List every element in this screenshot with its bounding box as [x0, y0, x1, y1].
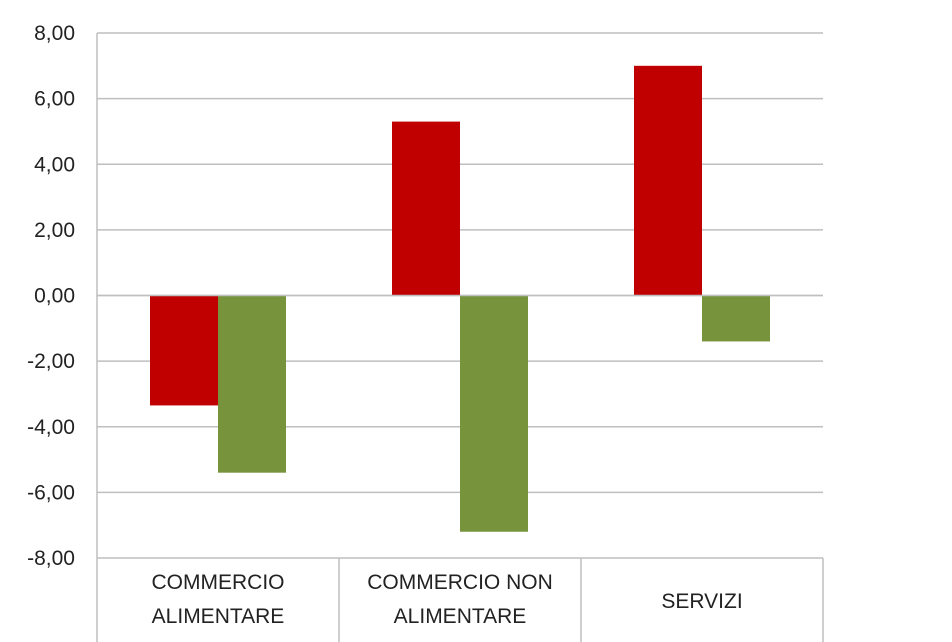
y-tick-label: 4,00: [34, 153, 75, 176]
y-tick-label: 0,00: [34, 285, 75, 308]
y-tick-label: 6,00: [34, 88, 75, 111]
x-category-label: SERVIZI: [661, 590, 742, 613]
bar: [150, 295, 218, 406]
bars: [97, 65, 823, 532]
bar: [460, 295, 528, 532]
bar: [392, 121, 460, 296]
bar: [634, 65, 702, 296]
x-category-label: COMMERCIO ALIMENTARE: [152, 571, 285, 628]
x-category-label: COMMERCIO NON ALIMENTARE: [367, 571, 553, 628]
x-axis: COMMERCIO ALIMENTARE COMMERCIO NON ALIMENTA…: [152, 558, 824, 642]
y-tick-label: -2,00: [27, 350, 75, 373]
y-tick-label: -8,00: [27, 547, 75, 570]
y-tick-label: 8,00: [34, 22, 75, 45]
bar: [702, 295, 770, 342]
y-tick-label: -4,00: [27, 416, 75, 439]
y-axis: 8,00 6,00 4,00 2,00 0,00 -2,00 -4,00 -6,00 -8,00: [27, 22, 98, 642]
y-tick-label: 2,00: [34, 219, 75, 242]
bar: [218, 295, 286, 473]
y-tick-label: -6,00: [27, 481, 75, 504]
